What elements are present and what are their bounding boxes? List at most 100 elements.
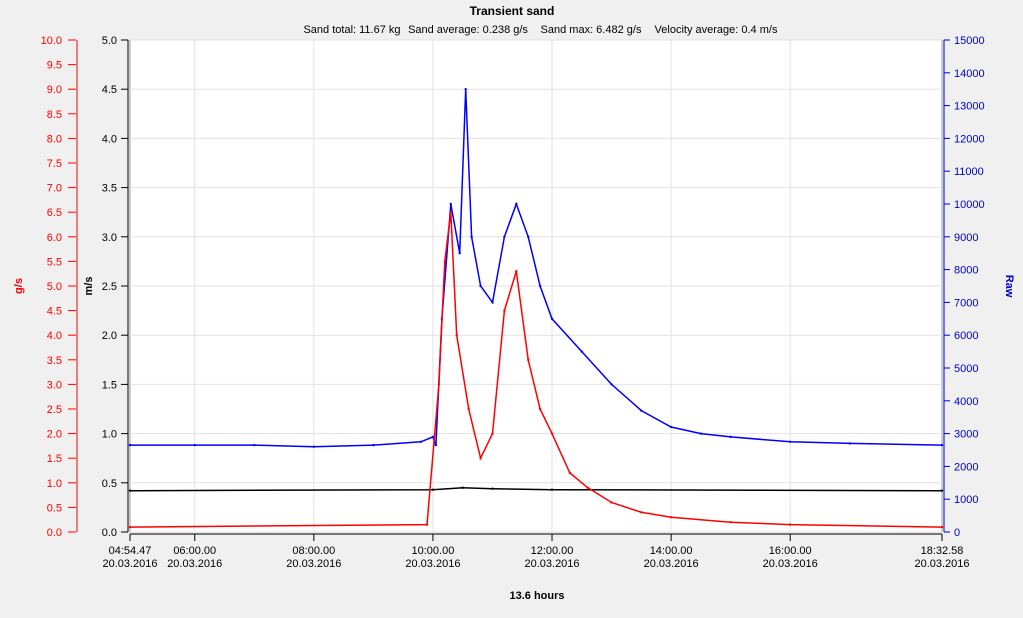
series-point-ms: [940, 489, 944, 492]
y-tick-label-raw: 10000: [954, 199, 985, 211]
x-tick-label-time: 06:00.00: [173, 545, 216, 557]
y-tick-label-raw: 7000: [954, 297, 978, 309]
series-point-raw: [940, 443, 944, 447]
series-point-ms: [461, 486, 464, 489]
x-tick-label-time: 16:00.00: [769, 545, 812, 557]
series-point-raw: [458, 252, 461, 255]
series-line-ms: [129, 486, 943, 492]
series-point-gs: [437, 383, 441, 386]
series-line-gs: [129, 212, 943, 528]
x-tick-label-date: 20.03.2016: [914, 558, 969, 570]
y-tick-label-raw: 1000: [954, 494, 978, 506]
y-tick-label-ms: 4.5: [102, 84, 117, 96]
series-point-raw: [253, 443, 256, 447]
y-tick-label-gs: 2.0: [47, 429, 62, 441]
series-point-raw: [526, 235, 530, 238]
y-tick-label-gs: 9.0: [47, 84, 62, 96]
series-point-gs: [128, 525, 132, 529]
series-point-ms: [431, 488, 435, 491]
axes-layer: 0.0 0.5 1.0 1.5 2.0 2.5 3.0 3.5 4.0 4.5 5.0 5.5 6.0 6…: [41, 35, 985, 570]
y-tick-label-raw: 14000: [954, 68, 985, 80]
series-point-raw: [848, 442, 851, 445]
x-tick-label-date: 20.03.2016: [286, 558, 341, 570]
series-point-raw: [503, 235, 506, 238]
x-axis-label: 13.6 hours: [509, 590, 564, 602]
x-tick-label-date: 20.03.2016: [763, 558, 818, 570]
y-tick-label-raw: 11000: [954, 166, 984, 178]
y-tick-label-gs: 1.5: [47, 453, 62, 465]
series-point-gs: [491, 432, 494, 435]
series-point-gs: [443, 260, 447, 263]
x-tick-label-time: 12:00.00: [531, 545, 574, 557]
y-tick-label-raw: 13000: [954, 101, 985, 113]
series-point-gs: [538, 407, 542, 411]
x-tick-label-date: 20.03.2016: [167, 558, 222, 570]
series-point-gs: [425, 523, 429, 526]
y-tick-label-gs: 6.0: [47, 232, 62, 244]
x-tick-label-date: 20.03.2016: [405, 558, 460, 570]
y-tick-label-ms: 0.0: [102, 527, 117, 539]
x-tick-label-time: 04:54.47: [109, 545, 152, 557]
series-point-raw: [464, 88, 467, 91]
x-tick-label-date: 20.03.2016: [644, 558, 699, 570]
y-tick-label-gs: 7.5: [47, 158, 62, 170]
y-tick-label-gs: 9.5: [47, 60, 62, 72]
series-point-gs: [669, 516, 673, 519]
subtitle-sand-max: Sand max: 6.482 g/s: [541, 24, 642, 36]
y-axis-label-gs: g/s: [13, 278, 25, 294]
series-point-raw: [449, 202, 452, 206]
y-tick-label-gs: 0.5: [47, 502, 62, 514]
y-tick-label-raw: 0: [954, 527, 960, 539]
series-point-gs: [526, 358, 530, 361]
y-tick-label-ms: 4.0: [102, 133, 117, 145]
series-point-raw: [470, 235, 473, 238]
series-point-ms: [128, 489, 132, 492]
y-tick-label-raw: 8000: [954, 265, 978, 277]
series-point-gs: [479, 457, 482, 460]
y-tick-label-gs: 3.5: [47, 355, 62, 367]
series-point-gs: [503, 309, 506, 312]
series-point-raw: [699, 432, 703, 435]
y-tick-label-raw: 12000: [954, 133, 985, 145]
series-point-raw: [580, 350, 583, 353]
series-point-ms: [550, 488, 554, 491]
y-tick-label-ms: 0.5: [102, 478, 117, 490]
grid: [130, 39, 942, 533]
series-point-raw: [550, 317, 554, 320]
chart-title: Transient sand: [470, 4, 555, 18]
y-tick-label-ms: 2.5: [102, 281, 117, 293]
y-tick-label-raw: 15000: [954, 35, 985, 47]
y-tick-label-gs: 7.0: [47, 183, 62, 195]
x-tick-label-time: 10:00.00: [412, 545, 455, 557]
y-tick-label-ms: 2.0: [102, 330, 117, 342]
series-point-gs: [586, 486, 589, 489]
y-tick-label-raw: 6000: [954, 330, 978, 342]
series-point-raw: [538, 284, 542, 288]
series-point-raw: [479, 284, 482, 288]
y-tick-label-gs: 4.5: [47, 306, 62, 318]
series-point-gs: [729, 520, 732, 524]
subtitle-sand-average: Sand average: 0.238 g/s: [408, 24, 528, 36]
y-tick-label-gs: 5.0: [47, 281, 62, 293]
y-tick-label-ms: 3.5: [102, 183, 117, 195]
y-tick-label-gs: 4.0: [47, 330, 62, 342]
y-tick-label-gs: 8.5: [47, 109, 62, 121]
series-point-gs: [515, 270, 518, 273]
y-tick-label-gs: 8.0: [47, 133, 62, 145]
series-point-gs: [940, 525, 944, 529]
y-tick-label-raw: 2000: [954, 461, 978, 473]
series-point-gs: [550, 432, 554, 435]
y-tick-label-gs: 2.5: [47, 404, 62, 416]
x-tick-label-date: 20.03.2016: [102, 558, 157, 570]
x-tick-label-time: 18:32.58: [921, 545, 964, 557]
x-tick-label-time: 08:00.00: [292, 545, 335, 557]
series-point-gs: [455, 334, 458, 337]
series-point-raw: [729, 435, 732, 439]
y-tick-label-gs: 5.5: [47, 256, 62, 268]
subtitle-velocity-average: Velocity average: 0.4 m/s: [655, 24, 778, 36]
series-point-raw: [431, 435, 435, 439]
y-tick-label-raw: 4000: [954, 396, 978, 408]
x-tick-label-date: 20.03.2016: [524, 558, 579, 570]
series-point-raw: [491, 301, 494, 304]
